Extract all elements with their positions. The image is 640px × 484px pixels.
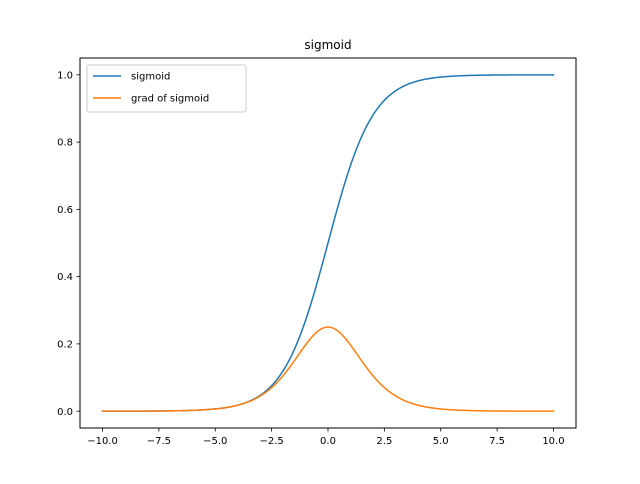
x-tick-label: −5.0 [203, 436, 227, 447]
y-tick-label: 0.6 [57, 205, 73, 216]
x-tick-label: 5.0 [433, 436, 449, 447]
series-layer [101, 74, 555, 412]
legend-box [86, 64, 247, 113]
x-tick-label: 10.0 [542, 436, 564, 447]
y-tick-label: 0.0 [57, 407, 73, 418]
y-tick-label: 1.0 [57, 70, 73, 81]
y-tick-label: 0.2 [57, 340, 73, 351]
series-line-grad-of-sigmoid [101, 326, 555, 412]
y-tick-label: 0.4 [57, 272, 73, 283]
y-axis: 0.0 0.2 0.4 0.6 0.8 1.0 [57, 70, 80, 418]
legend-label: grad of sigmoid [131, 94, 209, 105]
x-tick-label: −7.5 [147, 436, 171, 447]
legend-label: sigmoid [131, 72, 170, 83]
x-axis: −10.0 −7.5 −5.0 −2.5 0.0 2.5 5.0 7.5 10.0 [87, 428, 565, 447]
x-tick-label: −2.5 [259, 436, 283, 447]
y-tick-label: 0.8 [57, 138, 73, 149]
legend: sigmoid grad of sigmoid [86, 64, 247, 113]
chart-title: sigmoid [304, 38, 351, 52]
x-tick-label: 7.5 [489, 436, 505, 447]
x-tick-label: −10.0 [87, 436, 118, 447]
x-tick-label: 0.0 [320, 436, 336, 447]
x-tick-label: 2.5 [376, 436, 392, 447]
